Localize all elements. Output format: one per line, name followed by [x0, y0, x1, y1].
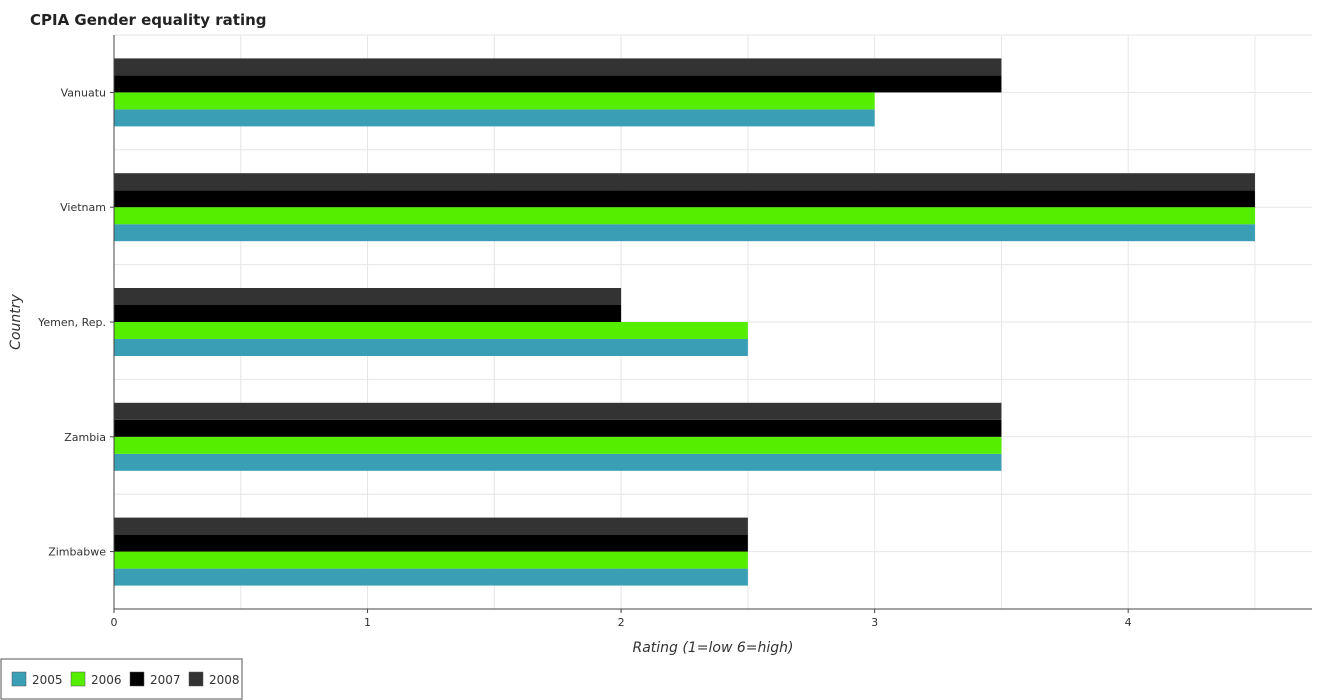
bar-2007-vanuatu — [114, 75, 1002, 93]
bar-2008-zimbabwe — [114, 517, 748, 535]
bar-2007-zambia — [114, 419, 1002, 437]
legend-swatch-2008 — [188, 671, 204, 687]
x-tick-label: 1 — [364, 616, 371, 629]
bar-2005-vietnam — [114, 224, 1255, 242]
x-axis-label: Rating (1=low 6=high) — [633, 640, 794, 656]
bar-2006-zambia — [114, 436, 1002, 454]
bar-2005-yemen-rep — [114, 339, 748, 356]
y-tick-label: Vanuatu — [61, 86, 106, 99]
bar-2006-vietnam — [114, 207, 1255, 225]
x-tick-label: 3 — [871, 616, 878, 629]
bar-2007-yemen-rep — [114, 305, 622, 322]
legend: 2005 2006 2007 2008 — [0, 658, 243, 700]
legend-label-2006: 2006 — [91, 673, 122, 687]
x-tick-label: 2 — [618, 616, 625, 629]
bar-2008-vanuatu — [114, 58, 1002, 76]
y-ticks: Vanuatu Vietnam Yemen, Rep. Zambia Zimbabwe — [37, 86, 114, 559]
bar-2005-zimbabwe — [114, 568, 748, 586]
bars — [114, 58, 1255, 586]
bar-2006-yemen-rep — [114, 322, 748, 339]
y-axis-label: Country — [8, 293, 24, 349]
legend-swatch-2007 — [129, 671, 145, 687]
bar-2008-zambia — [114, 402, 1002, 420]
bar-2007-vietnam — [114, 190, 1255, 208]
legend-label-2005: 2005 — [32, 673, 63, 687]
y-tick-label: Vietnam — [60, 201, 106, 214]
x-tick-label: 4 — [1125, 616, 1132, 629]
bar-2008-vietnam — [114, 173, 1255, 191]
bar-2005-zambia — [114, 453, 1002, 471]
x-tick-label: 0 — [111, 616, 118, 629]
legend-swatch-2005 — [11, 671, 27, 687]
chart-title: CPIA Gender equality rating — [30, 11, 267, 29]
y-tick-label: Zambia — [64, 431, 106, 444]
legend-label-2007: 2007 — [150, 673, 181, 687]
y-tick-label: Yemen, Rep. — [37, 316, 106, 329]
bar-2005-vanuatu — [114, 109, 875, 127]
legend-swatch-2006 — [70, 671, 86, 687]
bar-2006-zimbabwe — [114, 551, 748, 569]
bar-2008-yemen-rep — [114, 288, 622, 305]
x-ticks: 0 1 2 3 4 — [111, 609, 1132, 629]
y-tick-label: Zimbabwe — [48, 546, 106, 559]
bar-2007-zimbabwe — [114, 534, 748, 552]
bar-2006-vanuatu — [114, 92, 875, 110]
legend-label-2008: 2008 — [209, 673, 240, 687]
